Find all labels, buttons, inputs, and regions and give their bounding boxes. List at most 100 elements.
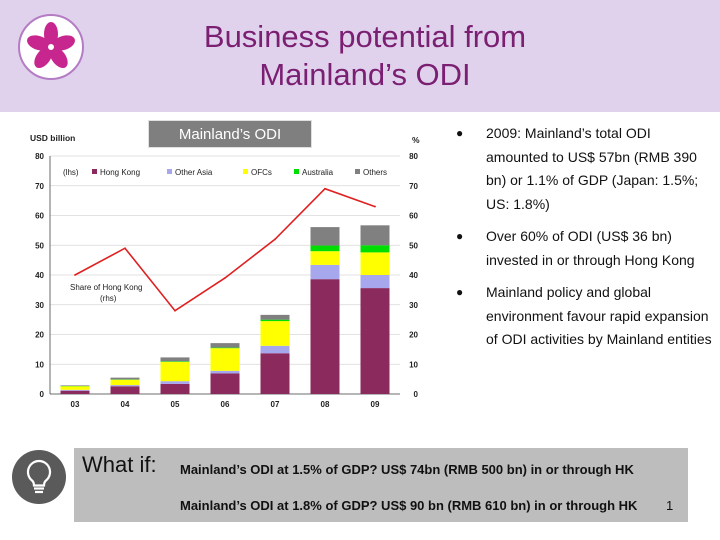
bar-segment xyxy=(110,377,140,380)
bar-segment xyxy=(60,385,90,386)
page-number: 1 xyxy=(666,498,674,513)
bar-segment xyxy=(210,343,240,348)
bar-segment xyxy=(60,389,90,391)
y-axis-left-title: USD billion xyxy=(30,133,75,143)
y-tick-right: 0 xyxy=(414,390,419,399)
bullet-item: ● Mainland policy and global environment… xyxy=(452,281,714,352)
x-tick-label: 09 xyxy=(371,400,380,409)
y-tick-right: 40 xyxy=(409,271,418,280)
bauhinia-logo-icon xyxy=(18,14,84,80)
x-tick-label: 07 xyxy=(271,400,280,409)
legend-label: Hong Kong xyxy=(100,168,140,177)
legend-swatch xyxy=(355,169,360,174)
bullet-list: ● 2009: Mainland’s total ODI amounted to… xyxy=(452,122,714,361)
bar-segment xyxy=(210,373,240,394)
y-tick-right: 10 xyxy=(409,360,418,369)
bullet-dot-icon: ● xyxy=(456,229,464,243)
legend-label: Other Asia xyxy=(175,168,213,177)
y-tick-right: 70 xyxy=(409,182,418,191)
bar-segment xyxy=(310,279,340,394)
bar-segment xyxy=(360,245,390,253)
y-tick-right: 60 xyxy=(409,212,418,221)
x-tick-label: 04 xyxy=(121,400,130,409)
y-tick-left: 70 xyxy=(35,182,44,191)
share-line-point xyxy=(324,187,326,190)
legend-swatch xyxy=(243,169,248,174)
what-if-label: What if: xyxy=(82,452,157,477)
bar-segment xyxy=(60,386,90,390)
lightbulb-icon xyxy=(12,450,66,504)
title-line-2: Mainland’s ODI xyxy=(259,57,471,92)
odi-chart-svg: USD billion % 0 0 10 10 20 20 30 30 40 40 50 50 60 60 70… xyxy=(30,133,420,409)
bar-segment xyxy=(310,245,340,252)
share-line-point xyxy=(174,309,176,312)
legend-label: Australia xyxy=(302,168,334,177)
chart-label-box: Mainland’s ODI xyxy=(148,120,312,148)
x-tick-label: 03 xyxy=(71,400,80,409)
odi-chart: USD billion% 0 0 10 10 20 20 30 30 40 40 50 50 60 60 70… xyxy=(30,122,442,414)
y-tick-left: 50 xyxy=(35,241,44,250)
bar-segment xyxy=(160,383,190,394)
bar-segment xyxy=(210,347,240,349)
bar-segment xyxy=(310,251,340,265)
y-axis-right-title: % xyxy=(412,135,420,145)
bullet-item: ● 2009: Mainland’s total ODI amounted to… xyxy=(452,122,714,216)
bullet-text: Mainland policy and global environment f… xyxy=(486,284,712,347)
share-line-point xyxy=(124,247,126,250)
y-tick-left: 20 xyxy=(35,331,44,340)
bar-segment xyxy=(260,319,290,322)
bar-segment xyxy=(110,386,140,394)
legend-swatch xyxy=(92,169,97,174)
bullet-item: ● Over 60% of ODI (US$ 36 bn) invested i… xyxy=(452,225,714,272)
bullet-dot-icon: ● xyxy=(456,285,464,299)
y-tick-left: 40 xyxy=(35,271,44,280)
y-tick-right: 80 xyxy=(409,152,418,161)
bar-segment xyxy=(310,227,340,246)
bar-segment xyxy=(160,361,190,382)
bar-segment xyxy=(360,225,390,246)
slide-title: Business potential from Mainland’s ODI xyxy=(120,18,610,94)
bar-segment xyxy=(310,264,340,280)
slide-header: Business potential from Mainland’s ODI xyxy=(0,0,720,112)
share-line-point xyxy=(224,277,226,279)
share-line-point xyxy=(374,205,376,208)
bar-segment xyxy=(360,275,390,289)
y-tick-right: 20 xyxy=(409,331,418,340)
bar-segment xyxy=(210,348,240,371)
what-if-line-1: Mainland’s ODI at 1.5% of GDP? US$ 74bn … xyxy=(180,462,634,477)
bar-segment xyxy=(110,379,140,386)
legend-label: Others xyxy=(363,168,387,177)
x-tick-label: 06 xyxy=(221,400,230,409)
y-tick-left: 10 xyxy=(35,360,44,369)
line-label: Share of Hong Kong xyxy=(70,283,143,292)
y-tick-right: 30 xyxy=(409,301,418,310)
y-tick-left: 0 xyxy=(40,390,45,399)
share-line-point xyxy=(274,238,276,241)
legend-swatch xyxy=(167,169,172,174)
bar-segment xyxy=(60,390,90,394)
bullet-dot-icon: ● xyxy=(456,126,464,140)
y-tick-left: 60 xyxy=(35,212,44,221)
bar-segment xyxy=(260,353,290,394)
bullet-text: 2009: Mainland’s total ODI amounted to U… xyxy=(486,125,699,212)
y-tick-right: 50 xyxy=(409,241,418,250)
bullet-text: Over 60% of ODI (US$ 36 bn) invested in … xyxy=(486,228,695,268)
bar-segment xyxy=(160,361,190,362)
bar-segment xyxy=(160,357,190,362)
what-if-panel xyxy=(74,448,688,522)
title-line-1: Business potential from xyxy=(203,19,527,54)
y-tick-left: 30 xyxy=(35,301,44,310)
bar-segment xyxy=(360,252,390,275)
share-line-point xyxy=(74,274,76,276)
bar-segment xyxy=(210,370,240,374)
legend-swatch xyxy=(294,169,299,174)
bar-segment xyxy=(160,381,190,384)
bar-segment xyxy=(360,288,390,394)
x-tick-label: 08 xyxy=(321,400,330,409)
bar-segment xyxy=(260,321,290,346)
line-axis-label: (rhs) xyxy=(100,294,117,303)
bar-segment xyxy=(260,314,290,320)
bar-segment xyxy=(110,385,140,387)
legend-label: OFCs xyxy=(251,168,272,177)
bar-segment xyxy=(260,345,290,354)
